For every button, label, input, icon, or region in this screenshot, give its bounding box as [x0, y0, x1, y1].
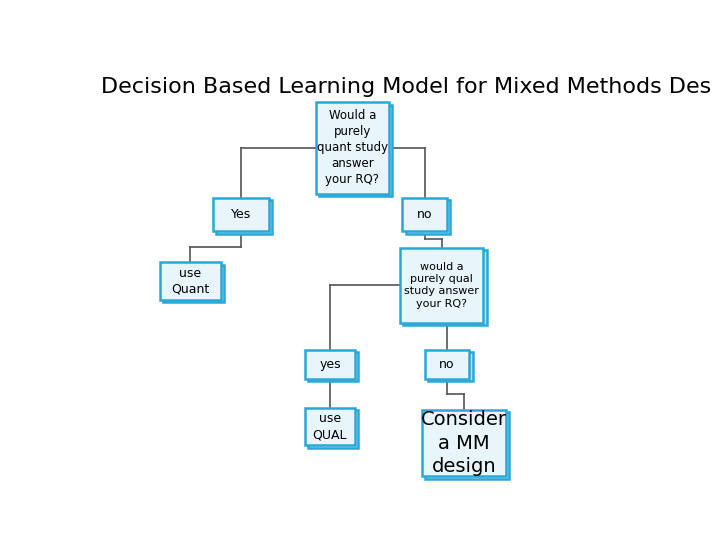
- FancyBboxPatch shape: [320, 105, 392, 196]
- Text: Decision Based Learning Model for Mixed Methods Des: Decision Based Learning Model for Mixed …: [101, 77, 711, 97]
- Text: use
QUAL: use QUAL: [312, 412, 347, 441]
- Text: Consider
a MM
design: Consider a MM design: [421, 410, 507, 476]
- Text: no: no: [417, 208, 433, 221]
- FancyBboxPatch shape: [403, 250, 487, 325]
- FancyBboxPatch shape: [400, 248, 483, 322]
- Text: use
Quant: use Quant: [171, 267, 210, 295]
- FancyBboxPatch shape: [160, 262, 221, 300]
- Text: Would a
purely
quant study
answer
your RQ?: Would a purely quant study answer your R…: [317, 110, 388, 186]
- FancyBboxPatch shape: [425, 349, 469, 379]
- FancyBboxPatch shape: [402, 198, 447, 231]
- FancyBboxPatch shape: [308, 410, 359, 448]
- FancyBboxPatch shape: [428, 352, 473, 381]
- Text: yes: yes: [319, 357, 341, 370]
- FancyBboxPatch shape: [308, 352, 359, 381]
- FancyBboxPatch shape: [163, 265, 225, 302]
- FancyBboxPatch shape: [406, 200, 451, 234]
- FancyBboxPatch shape: [305, 349, 355, 379]
- FancyBboxPatch shape: [216, 200, 272, 234]
- FancyBboxPatch shape: [316, 102, 389, 194]
- Text: Yes: Yes: [230, 208, 251, 221]
- FancyBboxPatch shape: [422, 410, 505, 476]
- FancyBboxPatch shape: [213, 198, 269, 231]
- Text: no: no: [439, 357, 455, 370]
- Text: would a
purely qual
study answer
your RQ?: would a purely qual study answer your RQ…: [404, 261, 479, 309]
- FancyBboxPatch shape: [426, 413, 509, 479]
- FancyBboxPatch shape: [305, 408, 355, 445]
